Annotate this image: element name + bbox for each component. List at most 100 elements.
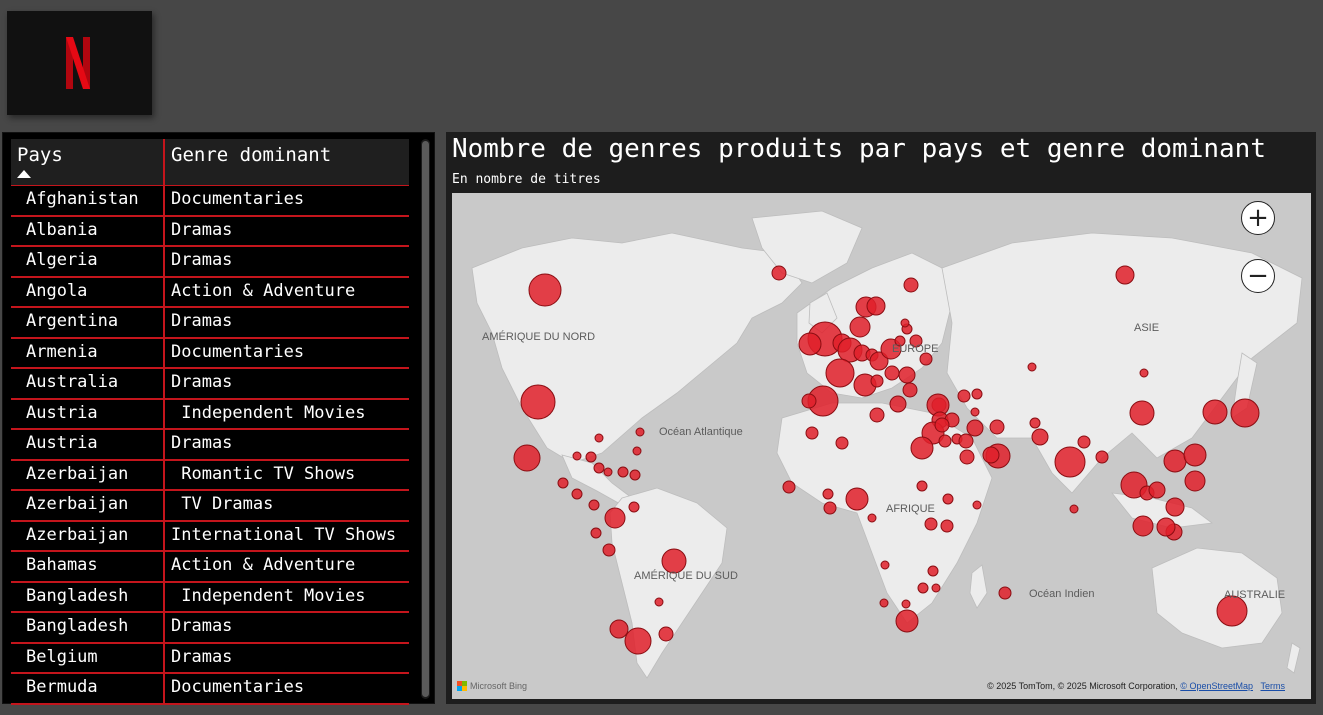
country-bubble[interactable]: [884, 365, 900, 381]
country-bubble[interactable]: [1077, 435, 1091, 449]
table-row[interactable]: Armenia Documentaries: [11, 338, 409, 369]
country-bubble[interactable]: [895, 609, 919, 633]
country-bubble[interactable]: [849, 316, 871, 338]
country-bubble[interactable]: [869, 407, 885, 423]
country-bubble[interactable]: [617, 466, 629, 478]
country-bubble[interactable]: [782, 480, 796, 494]
country-bubble[interactable]: [972, 500, 982, 510]
country-bubble[interactable]: [959, 449, 975, 465]
country-bubble[interactable]: [572, 451, 582, 461]
country-bubble[interactable]: [957, 389, 971, 403]
sort-ascending-icon[interactable]: [17, 170, 31, 178]
country-bubble[interactable]: [654, 597, 664, 607]
country-bubble[interactable]: [1148, 481, 1166, 499]
country-bubble[interactable]: [1129, 400, 1155, 426]
table-row[interactable]: Australia Dramas: [11, 369, 409, 400]
country-bubble[interactable]: [771, 265, 787, 281]
table-row[interactable]: Algeria Dramas: [11, 247, 409, 278]
country-bubble[interactable]: [1029, 417, 1041, 429]
country-bubble[interactable]: [1031, 428, 1049, 446]
country-bubble[interactable]: [900, 318, 910, 328]
country-bubble[interactable]: [632, 446, 642, 456]
country-bubble[interactable]: [998, 586, 1012, 600]
table-row[interactable]: Azerbaijan International TV Shows: [11, 521, 409, 552]
table-row[interactable]: Afghanistan Documentaries: [11, 186, 409, 217]
country-bubble[interactable]: [1165, 497, 1185, 517]
country-bubble[interactable]: [1183, 443, 1207, 467]
country-bubble[interactable]: [989, 419, 1005, 435]
country-bubble[interactable]: [513, 444, 541, 472]
table-row[interactable]: Bangladesh Dramas: [11, 613, 409, 644]
country-bubble[interactable]: [917, 582, 929, 594]
table-row[interactable]: Austria Independent Movies: [11, 399, 409, 430]
country-bubble[interactable]: [520, 384, 556, 420]
table-row[interactable]: Argentina Dramas: [11, 308, 409, 339]
country-bubble[interactable]: [604, 507, 626, 529]
country-bubble[interactable]: [966, 419, 984, 437]
country-bubble[interactable]: [1230, 398, 1260, 428]
table-row[interactable]: Azerbaijan TV Dramas: [11, 491, 409, 522]
country-bubble[interactable]: [822, 488, 834, 500]
country-bubble[interactable]: [1184, 470, 1206, 492]
country-bubble[interactable]: [879, 598, 889, 608]
country-bubble[interactable]: [870, 374, 884, 388]
country-bubble[interactable]: [898, 366, 916, 384]
country-bubble[interactable]: [845, 487, 869, 511]
country-bubble[interactable]: [869, 351, 889, 371]
country-bubble[interactable]: [924, 517, 938, 531]
bubble-layer[interactable]: [513, 265, 1260, 655]
country-bubble[interactable]: [593, 462, 605, 474]
table-row[interactable]: Belgium Dramas: [11, 643, 409, 674]
osm-link[interactable]: © OpenStreetMap: [1180, 681, 1253, 691]
country-bubble[interactable]: [889, 395, 907, 413]
country-bubble[interactable]: [880, 560, 890, 570]
country-bubble[interactable]: [902, 382, 918, 398]
country-bubble[interactable]: [1132, 515, 1154, 537]
country-bubble[interactable]: [927, 565, 939, 577]
country-bubble[interactable]: [594, 433, 604, 443]
table-row[interactable]: Bahamas Action & Adventure: [11, 552, 409, 583]
country-bubble[interactable]: [971, 388, 983, 400]
country-bubble[interactable]: [805, 426, 819, 440]
country-bubble[interactable]: [901, 599, 911, 609]
country-bubble[interactable]: [1202, 399, 1228, 425]
country-bubble[interactable]: [1095, 450, 1109, 464]
country-bubble[interactable]: [661, 548, 687, 574]
table-row[interactable]: Bermuda Documentaries: [11, 674, 409, 705]
country-bubble[interactable]: [894, 335, 906, 347]
country-bubble[interactable]: [958, 433, 974, 449]
column-header-pays[interactable]: Pays: [17, 144, 63, 166]
country-bubble[interactable]: [1163, 449, 1187, 473]
zoom-out-button[interactable]: −: [1241, 259, 1275, 293]
country-bubble[interactable]: [609, 619, 629, 639]
country-bubble[interactable]: [635, 427, 645, 437]
country-bubble[interactable]: [798, 332, 822, 356]
country-bubble[interactable]: [602, 543, 616, 557]
country-bubble[interactable]: [1027, 362, 1037, 372]
country-bubble[interactable]: [823, 501, 837, 515]
country-bubble[interactable]: [835, 436, 849, 450]
country-bubble[interactable]: [1156, 517, 1176, 537]
country-bubble[interactable]: [1069, 504, 1079, 514]
country-bubble[interactable]: [825, 358, 855, 388]
country-bubble[interactable]: [919, 352, 933, 366]
country-bubble[interactable]: [931, 583, 941, 593]
table-row[interactable]: Angola Action & Adventure: [11, 277, 409, 308]
country-bubble[interactable]: [1054, 446, 1086, 478]
country-bubble[interactable]: [603, 467, 613, 477]
country-bubble[interactable]: [571, 488, 583, 500]
country-bubble[interactable]: [910, 436, 934, 460]
table-row[interactable]: Bangladesh Independent Movies: [11, 582, 409, 613]
country-bubble[interactable]: [557, 477, 569, 489]
country-bubble[interactable]: [866, 296, 886, 316]
world-map[interactable]: AMÉRIQUE DU NORD AMÉRIQUE DU SUD EUROPE …: [452, 193, 1311, 699]
country-bubble[interactable]: [1115, 265, 1135, 285]
table-row[interactable]: Azerbaijan Romantic TV Shows: [11, 460, 409, 491]
country-bubble[interactable]: [909, 334, 923, 348]
zoom-in-button[interactable]: +: [1241, 201, 1275, 235]
country-bubble[interactable]: [658, 626, 674, 642]
country-bubble[interactable]: [903, 277, 919, 293]
terms-link[interactable]: Terms: [1260, 681, 1286, 691]
country-bubble[interactable]: [970, 407, 980, 417]
country-bubble[interactable]: [916, 480, 928, 492]
